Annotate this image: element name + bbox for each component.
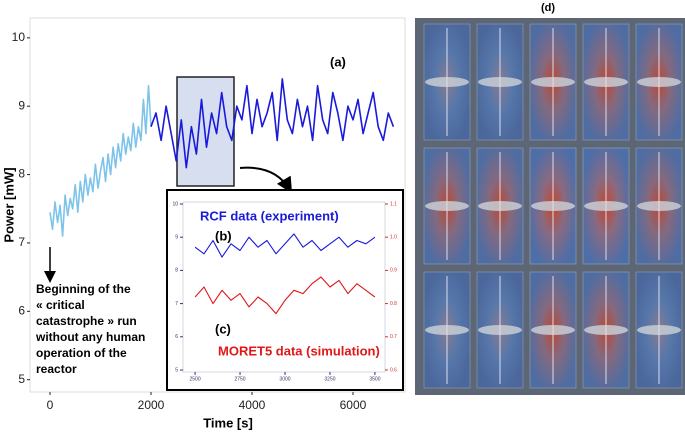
y-tick-label: 7 xyxy=(175,301,178,307)
x-axis-title: Time [s] xyxy=(203,415,253,430)
x-tick-label: 3250 xyxy=(324,376,335,382)
render-grid xyxy=(423,23,683,389)
y-tick-label: 9 xyxy=(18,98,25,112)
y-axis-title: Power [mW] xyxy=(1,167,16,242)
x-tick-label: 3500 xyxy=(369,376,380,382)
inset-box xyxy=(166,189,404,391)
note-line: « critical xyxy=(36,298,85,312)
x-tick-label: 0 xyxy=(47,398,54,412)
note-line: Beginning of the xyxy=(36,282,131,296)
y-tick-label: 6 xyxy=(175,334,178,340)
annotation: (a) xyxy=(330,54,346,69)
y-tick-label: 5 xyxy=(18,372,25,386)
y-tick-label: 9 xyxy=(175,235,178,241)
x-tick-label: 4000 xyxy=(239,398,266,412)
y-tick-label: 10 xyxy=(172,201,178,207)
y-tick-label: 7 xyxy=(18,235,25,249)
y-tick-label: 8 xyxy=(18,167,25,181)
x-tick-label: 2500 xyxy=(189,376,200,382)
y2-tick-label: 1.1 xyxy=(390,201,397,207)
plot-frame xyxy=(29,17,406,393)
x-tick-label: 2750 xyxy=(234,376,245,382)
note-line: catastrophe » run xyxy=(36,314,137,328)
annotation: (b) xyxy=(215,228,232,243)
note-line: reactor xyxy=(36,362,77,376)
data-line xyxy=(150,78,395,169)
annotation: (c) xyxy=(215,321,231,336)
zoom-arrow xyxy=(239,166,293,194)
data-line xyxy=(194,233,376,258)
y-tick-label: 5 xyxy=(175,367,178,373)
y-tick-label: 8 xyxy=(175,268,178,274)
series-label: RCF data (experiment) xyxy=(200,208,339,223)
panel-label: (d) xyxy=(541,2,555,14)
y2-tick-label: 0.6 xyxy=(390,367,397,373)
data-line xyxy=(49,84,152,237)
data-line xyxy=(194,276,376,315)
y2-tick-label: 0.7 xyxy=(390,334,397,340)
y-tick-label: 10 xyxy=(12,30,26,44)
note-line: without any human xyxy=(35,330,145,344)
y-tick-label: 6 xyxy=(18,303,25,317)
inset-frame xyxy=(182,201,386,373)
x-tick-label: 2000 xyxy=(138,398,165,412)
note-line: operation of the xyxy=(36,346,127,360)
x-tick-label: 6000 xyxy=(340,398,367,412)
y2-tick-label: 1.0 xyxy=(390,235,397,241)
y2-tick-label: 0.8 xyxy=(390,301,397,307)
series-label: MORET5 data (simulation) xyxy=(218,343,380,358)
y2-tick-label: 0.9 xyxy=(390,268,397,274)
x-tick-label: 3000 xyxy=(279,376,290,382)
